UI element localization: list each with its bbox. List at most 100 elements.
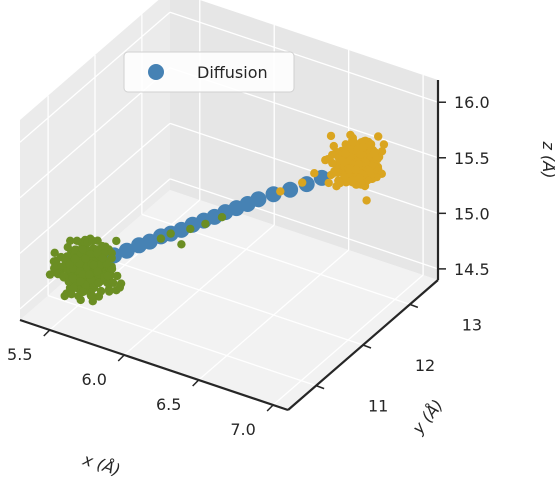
end-cluster-point — [379, 140, 389, 149]
start-cluster-point — [103, 271, 112, 281]
start-cluster-point — [177, 240, 186, 249]
start-cluster-point — [92, 249, 102, 258]
y-tick-label: 13 — [462, 315, 482, 334]
start-cluster-point — [93, 267, 102, 276]
start-cluster-point — [94, 278, 103, 288]
start-cluster-point — [50, 248, 59, 257]
data-points — [45, 130, 389, 306]
start-cluster-point — [85, 270, 94, 279]
start-cluster-point — [89, 260, 98, 270]
start-cluster-point — [115, 283, 125, 292]
start-cluster-point — [88, 297, 98, 306]
start-cluster-point — [78, 245, 88, 254]
end-cluster-point — [362, 196, 371, 205]
end-cluster-point — [365, 166, 374, 176]
start-cluster-point — [113, 271, 122, 281]
x-tick-mark — [192, 379, 200, 387]
start-cluster-point — [186, 224, 195, 234]
start-cluster-point — [78, 270, 88, 279]
end-cluster-point — [341, 149, 350, 158]
end-cluster-point — [276, 187, 285, 196]
grid-z-left — [19, 11, 171, 143]
start-cluster-point — [72, 236, 82, 245]
legend-box — [123, 51, 295, 93]
end-cluster-point — [310, 169, 319, 178]
end-cluster-point — [355, 173, 364, 183]
z-tick-label: 14.5 — [454, 260, 490, 279]
diffusion-point — [118, 242, 135, 259]
grid-y-floor — [94, 254, 364, 346]
start-cluster-point — [68, 274, 78, 283]
start-cluster-point — [217, 213, 227, 222]
legend-marker — [148, 64, 164, 80]
end-cluster-point — [345, 166, 354, 175]
start-cluster-point — [156, 234, 166, 243]
legend: Diffusion — [123, 51, 295, 93]
start-cluster-point — [107, 253, 116, 263]
diffusion-point — [250, 191, 267, 208]
start-cluster-point — [105, 287, 114, 296]
end-cluster-point — [348, 176, 358, 185]
start-cluster-point — [166, 229, 175, 238]
start-cluster-point — [109, 278, 118, 287]
axis-spines — [19, 80, 446, 412]
end-cluster-point — [356, 150, 365, 159]
x-tick-label: 6.0 — [81, 370, 106, 389]
z-tick-label: 15.5 — [454, 149, 490, 168]
end-cluster-point — [351, 165, 361, 174]
start-cluster-point — [63, 243, 72, 252]
start-cluster-point — [107, 264, 117, 274]
end-cluster-point — [369, 149, 379, 158]
diffusion-point — [282, 181, 299, 198]
start-cluster-point — [96, 260, 105, 269]
y-tick-label: 12 — [415, 356, 435, 375]
end-cluster-point — [332, 168, 341, 177]
end-cluster-point — [349, 137, 358, 147]
tick-labels: 5.5 6.0 6.5 7.0 11 12 13 14.5 15.0 15.5 16.0 — [7, 93, 490, 439]
z-axis-label: z (Å) — [539, 141, 555, 179]
grid-lines — [19, 0, 439, 406]
x-tick-label: 7.0 — [230, 420, 255, 439]
y-axis-label: y (Å) — [408, 396, 447, 438]
start-cluster-point — [67, 290, 76, 299]
start-cluster-point — [78, 287, 88, 297]
end-cluster-point — [358, 142, 368, 152]
x-tick-label: 5.5 — [7, 345, 32, 364]
y-tick-label: 11 — [368, 397, 388, 416]
end-cluster-point — [374, 132, 383, 141]
x-tick-mark — [117, 354, 125, 362]
start-cluster-point — [60, 291, 69, 301]
grid-z-back — [169, 11, 439, 103]
legend-label-diffusion: Diffusion — [197, 63, 268, 82]
start-cluster-point — [81, 254, 90, 263]
end-cluster-point — [346, 130, 355, 140]
x-tick-mark — [266, 404, 274, 412]
z-tick-label: 15.0 — [454, 204, 490, 223]
z-tick-label: 16.0 — [454, 93, 490, 112]
end-cluster-point — [332, 182, 341, 191]
grid-z-back — [169, 178, 439, 270]
start-cluster-point — [76, 277, 85, 286]
start-cluster-point — [70, 245, 80, 254]
start-cluster-point — [201, 219, 210, 229]
end-cluster-point — [298, 178, 307, 187]
start-cluster-point — [65, 260, 74, 269]
end-cluster-point — [324, 178, 333, 188]
y-tick-mark — [315, 384, 325, 390]
start-cluster-point — [96, 286, 106, 296]
end-cluster-point — [326, 131, 336, 141]
x-tick-label: 6.5 — [156, 395, 181, 414]
end-cluster-point — [323, 155, 333, 164]
y-tick-mark — [362, 344, 372, 349]
x-tick-mark — [43, 329, 51, 337]
start-cluster-point — [112, 236, 121, 246]
end-cluster-point — [329, 141, 338, 151]
start-cluster-point — [98, 253, 107, 263]
start-cluster-point — [70, 254, 80, 264]
start-cluster-point — [66, 236, 75, 245]
x-axis-spine — [19, 318, 289, 412]
start-cluster-point — [88, 236, 97, 246]
x-axis-label: x (Å) — [80, 450, 123, 480]
grid-z-left — [19, 122, 171, 254]
